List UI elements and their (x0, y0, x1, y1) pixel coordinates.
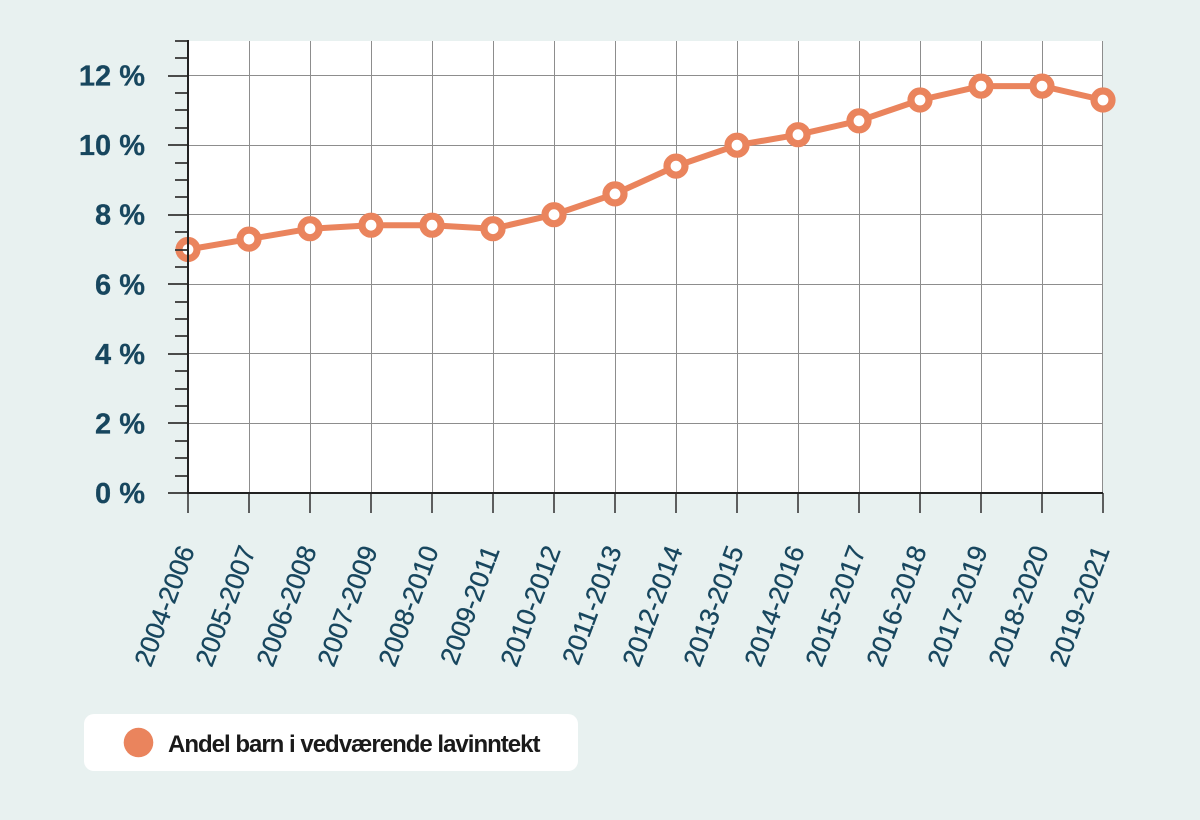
svg-text:12 %: 12 % (79, 61, 145, 93)
svg-text:0 %: 0 % (95, 478, 145, 510)
svg-text:4 %: 4 % (95, 339, 145, 371)
svg-text:8 %: 8 % (95, 200, 145, 232)
svg-text:10 %: 10 % (79, 130, 145, 162)
svg-text:6 %: 6 % (95, 269, 145, 301)
svg-text:2 %: 2 % (95, 408, 145, 440)
svg-text:Andel barn i vedværende lavinn: Andel barn i vedværende lavinntekt (168, 731, 540, 758)
